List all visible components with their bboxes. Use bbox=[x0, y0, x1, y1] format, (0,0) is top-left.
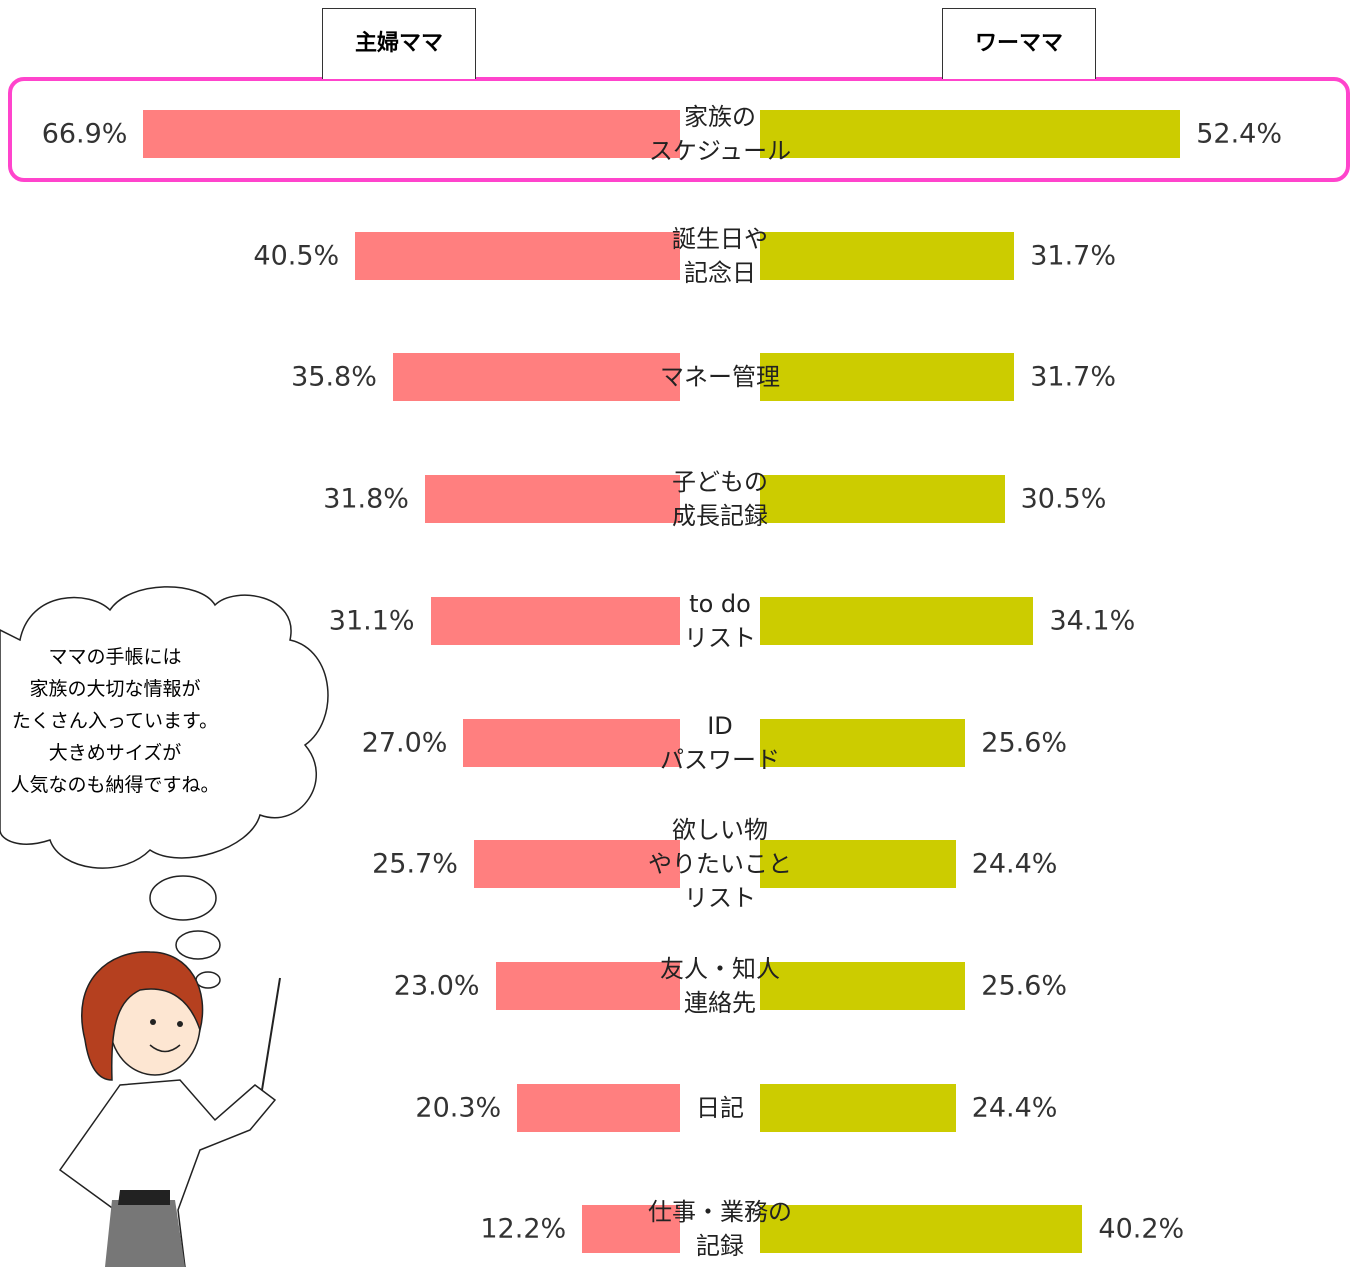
bar bbox=[760, 961, 966, 1010]
bar bbox=[517, 1083, 680, 1132]
category-label: 友人・知人 連絡先 bbox=[660, 954, 780, 1017]
bar bbox=[760, 1205, 1083, 1254]
bar bbox=[582, 1205, 680, 1254]
bar bbox=[760, 353, 1015, 402]
category-label: 誕生日や 記念日 bbox=[672, 224, 768, 287]
bar bbox=[760, 231, 1015, 280]
thought-bubble bbox=[149, 875, 217, 921]
value-label: 66.9% bbox=[41, 118, 128, 150]
value-label: 31.7% bbox=[1030, 240, 1116, 272]
category-label: マネー管理 bbox=[660, 363, 780, 392]
thought-cloud bbox=[0, 586, 329, 869]
bar bbox=[355, 231, 680, 280]
value-label: 27.0% bbox=[361, 727, 448, 758]
bar bbox=[473, 840, 680, 889]
series-header: 主婦ママ bbox=[322, 8, 476, 79]
value-label: 20.3% bbox=[415, 1092, 502, 1124]
value-label: 31.8% bbox=[323, 483, 409, 515]
category-label: 家族の スケジュール bbox=[648, 103, 792, 165]
value-label: 35.8% bbox=[291, 361, 377, 393]
category-label: to do リスト bbox=[684, 589, 756, 652]
value-label: 12.2% bbox=[480, 1213, 567, 1245]
bar bbox=[760, 475, 1005, 524]
note-text: ママの手帳には 家族の大切な情報が たくさん入っています。 大きめサイズが 人気… bbox=[10, 646, 220, 796]
value-label: 31.1% bbox=[328, 605, 415, 637]
category-label: 子どもの 成長記録 bbox=[672, 468, 768, 531]
bar bbox=[463, 718, 680, 767]
bar bbox=[430, 596, 680, 645]
series-header: ワーママ bbox=[942, 8, 1096, 79]
bar bbox=[760, 840, 956, 889]
bar bbox=[760, 1083, 956, 1132]
value-label: 40.5% bbox=[253, 240, 340, 272]
thought-bubble bbox=[195, 971, 221, 989]
category-label: 日記 bbox=[696, 1093, 744, 1122]
bar bbox=[392, 353, 680, 402]
value-label: 30.5% bbox=[1020, 483, 1107, 515]
value-label: 40.2% bbox=[1098, 1213, 1185, 1245]
bar bbox=[760, 718, 966, 767]
value-label: 23.0% bbox=[393, 970, 480, 1002]
value-label: 25.7% bbox=[372, 848, 458, 880]
thought-bubble bbox=[175, 930, 221, 960]
value-label: 31.7% bbox=[1030, 361, 1116, 393]
value-label: 52.4% bbox=[1196, 118, 1283, 150]
highlight-box bbox=[8, 77, 1350, 182]
bar bbox=[424, 475, 680, 524]
character bbox=[58, 951, 281, 1267]
category-label: 仕事・業務の 記録 bbox=[648, 1198, 792, 1261]
value-label: 24.4% bbox=[971, 1092, 1058, 1124]
value-label: 34.1% bbox=[1049, 605, 1136, 637]
category-label: 欲しい物 やりたいこと リスト bbox=[648, 816, 792, 913]
value-label: 24.4% bbox=[971, 848, 1058, 880]
value-label: 25.6% bbox=[981, 970, 1068, 1002]
bar bbox=[760, 596, 1034, 645]
bar bbox=[143, 110, 680, 158]
value-label: 25.6% bbox=[981, 727, 1068, 758]
bar bbox=[760, 110, 1181, 158]
category-label: ID パスワード bbox=[660, 711, 780, 774]
bar bbox=[495, 961, 680, 1010]
